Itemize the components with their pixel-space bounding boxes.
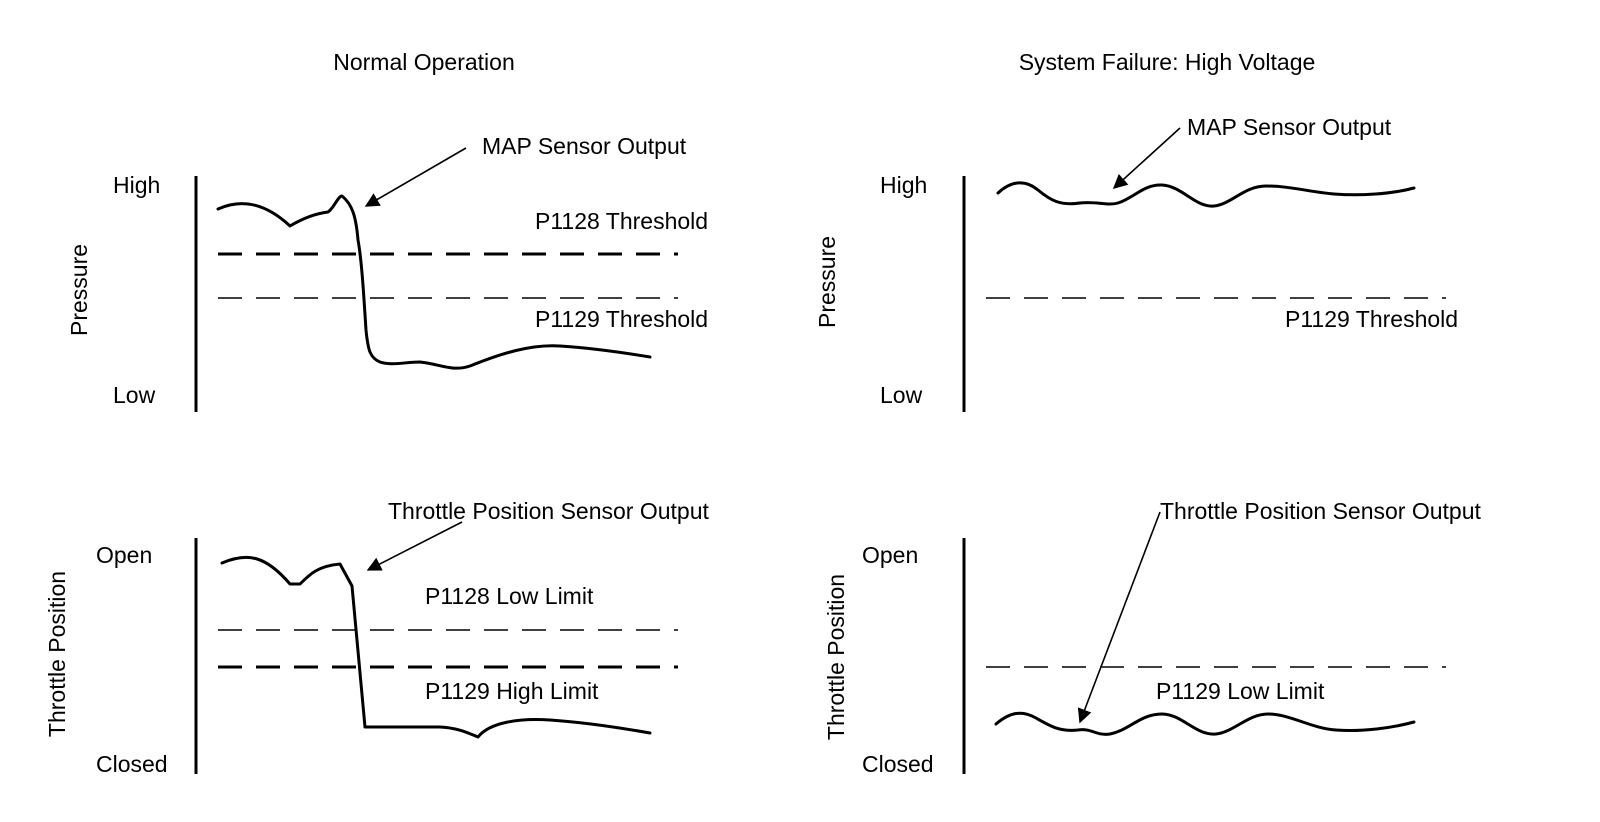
failure-throttle-sensor-arrow	[1077, 511, 1161, 724]
normal-throttle-chart: Open Closed Throttle Position P1128 Low …	[44, 498, 709, 777]
failure-pressure-chart: High Low Pressure P1129 Threshold MAP Se…	[814, 114, 1458, 412]
normal-map-sensor-callout: MAP Sensor Output	[482, 133, 687, 159]
normal-operation-title: Normal Operation	[333, 49, 515, 75]
normal-throttle-closed-label: Closed	[96, 751, 168, 777]
failure-throttle-closed-label: Closed	[862, 751, 934, 777]
system-failure-title: System Failure: High Voltage	[1019, 49, 1316, 75]
normal-map-sensor-curve	[216, 194, 652, 370]
failure-pressure-low-label: Low	[880, 382, 923, 408]
normal-map-sensor-arrow	[364, 147, 467, 207]
failure-p1129-threshold-label: P1129 Threshold	[1285, 306, 1458, 332]
normal-pressure-chart: High Low Pressure P1128 Threshold P1129 …	[66, 133, 708, 412]
failure-throttle-sensor-curve	[994, 711, 1416, 736]
normal-p1128-low-limit-label: P1128 Low Limit	[425, 583, 594, 609]
failure-map-sensor-arrow	[1112, 127, 1181, 189]
failure-p1129-low-limit-label: P1129 Low Limit	[1156, 678, 1325, 704]
normal-p1129-threshold-label: P1129 Threshold	[535, 306, 708, 332]
normal-throttle-sensor-curve	[220, 555, 652, 739]
normal-p1129-high-limit-label: P1129 High Limit	[425, 678, 599, 704]
normal-pressure-low-label: Low	[113, 382, 156, 408]
failure-throttle-axis-label: Throttle Position	[823, 574, 849, 740]
failure-throttle-sensor-callout: Throttle Position Sensor Output	[1160, 498, 1481, 524]
failure-pressure-axis-label: Pressure	[814, 236, 840, 328]
normal-p1128-threshold-label: P1128 Threshold	[535, 208, 708, 234]
normal-throttle-sensor-arrow	[366, 521, 463, 571]
failure-map-sensor-curve	[996, 181, 1416, 208]
normal-throttle-open-label: Open	[96, 542, 152, 568]
failure-throttle-chart: Open Closed Throttle Position P1129 Low …	[823, 498, 1481, 777]
normal-throttle-axis-label: Throttle Position	[44, 571, 70, 737]
normal-pressure-axis-label: Pressure	[66, 244, 92, 336]
failure-map-sensor-callout: MAP Sensor Output	[1187, 114, 1392, 140]
failure-pressure-high-label: High	[880, 172, 927, 198]
normal-pressure-high-label: High	[113, 172, 160, 198]
failure-throttle-open-label: Open	[862, 542, 918, 568]
normal-throttle-sensor-callout: Throttle Position Sensor Output	[388, 498, 709, 524]
